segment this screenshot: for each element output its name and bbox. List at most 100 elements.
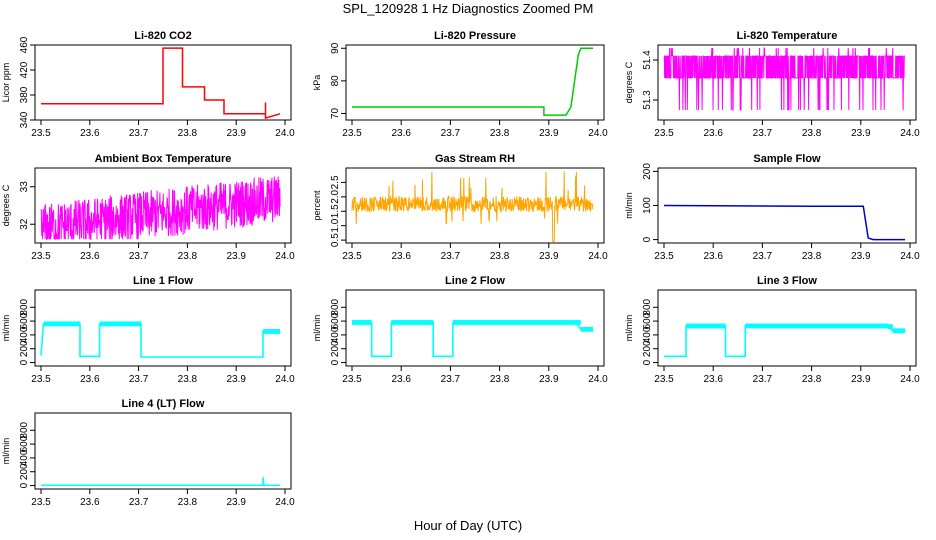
x-tick-label: 23.7 — [753, 251, 773, 262]
panel-6: Sample Flow 23.5 23.6 23.7 23.8 23.9 24.0 0 100 2… — [624, 153, 920, 262]
x-tick-label: 23.9 — [539, 374, 559, 385]
series-band — [43, 321, 81, 327]
x-tick-label: 23.5 — [31, 251, 51, 262]
series-line — [351, 171, 594, 242]
y-tick-label: 800 — [19, 298, 30, 315]
y-tick-label: 70 — [330, 107, 341, 119]
series-band — [745, 323, 888, 329]
x-tick-label: 23.8 — [802, 251, 822, 262]
x-tick-label: 23.6 — [80, 497, 100, 508]
x-tick-label: 23.5 — [31, 374, 51, 385]
x-tick-label: 23.9 — [851, 251, 871, 262]
x-tick-label: 23.8 — [490, 374, 510, 385]
series-band — [99, 321, 142, 327]
figure-title: SPL_120928 1 Hz Diagnostics Zoomed PM — [342, 1, 594, 16]
y-axis-label: degrees C — [624, 61, 634, 103]
y-tick-label: 1.5 — [330, 204, 341, 218]
x-tick-label: 23.9 — [851, 128, 871, 139]
panel-4: Ambient Box Temperature 23.5 23.6 23.7 23.8 2… — [1, 153, 295, 262]
x-tick-label: 23.7 — [441, 374, 461, 385]
y-tick-label: 380 — [19, 86, 30, 103]
x-tick-label: 23.5 — [31, 128, 51, 139]
panel-title: Li-820 Temperature — [737, 30, 838, 42]
y-tick-label: 0 — [642, 359, 653, 365]
x-tick-label: 23.5 — [654, 374, 674, 385]
x-tick-label: 24.0 — [900, 128, 920, 139]
y-tick-label: 0.5 — [330, 233, 341, 247]
series-band — [892, 328, 906, 334]
x-tick-label: 23.5 — [31, 497, 51, 508]
x-tick-label: 23.8 — [802, 374, 822, 385]
y-tick-label: 400 — [19, 326, 30, 343]
y-axis-label: ml/min — [1, 438, 11, 465]
x-tick-label: 23.8 — [802, 128, 822, 139]
series-line — [352, 47, 594, 116]
y-axis-label: ml/min — [312, 315, 322, 342]
y-tick-label: 600 — [19, 435, 30, 452]
x-tick-label: 23.5 — [342, 128, 362, 139]
plot-frame — [657, 44, 917, 121]
series-band — [452, 320, 576, 325]
series-band — [391, 320, 434, 325]
y-axis-label: Licor ppm — [1, 63, 11, 103]
x-tick-label: 23.5 — [654, 251, 674, 262]
plot-frame — [345, 289, 605, 367]
x-tick-label: 23.7 — [129, 497, 149, 508]
y-tick-label: 200 — [19, 340, 30, 357]
y-tick-label: 0 — [19, 482, 30, 488]
y-tick-label: 0 — [330, 359, 341, 365]
figure-x-axis-label: Hour of Day (UTC) — [413, 518, 523, 533]
x-tick-label: 24.0 — [275, 497, 295, 508]
y-tick-label: 0 — [19, 359, 30, 365]
x-tick-label: 24.0 — [900, 251, 920, 262]
plot-frame — [34, 167, 292, 244]
y-tick-label: 800 — [19, 421, 30, 438]
x-tick-label: 23.8 — [490, 251, 510, 262]
x-tick-label: 24.0 — [275, 374, 295, 385]
x-tick-label: 23.7 — [753, 128, 773, 139]
panel-title: Sample Flow — [753, 153, 821, 165]
y-axis-label: kPa — [312, 75, 322, 91]
y-axis-label: ml/min — [1, 315, 11, 342]
x-tick-label: 23.9 — [539, 128, 559, 139]
y-tick-label: 32 — [19, 218, 30, 230]
panel-3: Li-820 Temperature 23.5 23.6 23.7 23.8 23.9 24… — [624, 30, 920, 139]
panel-10: Line 4 (LT) Flow 23.5 23.6 23.7 23.8 23.9 24.0… — [1, 398, 295, 508]
y-tick-label: 51.4 — [642, 50, 653, 70]
y-tick-label: 400 — [642, 326, 653, 343]
x-tick-label: 24.0 — [275, 251, 295, 262]
panel-title: Line 4 (LT) Flow — [122, 398, 205, 410]
series-line — [664, 325, 906, 358]
y-tick-label: 420 — [19, 61, 30, 78]
y-tick-label: 0 — [642, 236, 653, 242]
x-tick-label: 23.8 — [178, 374, 198, 385]
panel-1: Li-820 CO2 23.5 23.6 23.7 23.8 23.9 24.0 340 380… — [1, 30, 295, 139]
x-tick-label: 23.6 — [80, 128, 100, 139]
y-tick-label: 2.5 — [330, 175, 341, 189]
y-tick-label: 33 — [19, 181, 30, 193]
x-tick-label: 23.6 — [80, 251, 100, 262]
panel-2: Li-820 Pressure 23.5 23.6 23.7 23.8 23.9 24.0 7… — [312, 30, 608, 139]
x-tick-label: 23.6 — [391, 251, 411, 262]
series-line — [352, 321, 594, 358]
series-line — [663, 47, 905, 111]
y-tick-label: 100 — [642, 197, 653, 214]
x-tick-label: 23.5 — [342, 251, 362, 262]
y-tick-label: 600 — [642, 312, 653, 329]
y-tick-label: 200 — [330, 340, 341, 357]
x-tick-label: 23.9 — [226, 374, 246, 385]
x-tick-label: 23.8 — [490, 128, 510, 139]
plot-frame — [345, 44, 605, 121]
y-tick-label: 51.3 — [642, 90, 653, 110]
x-tick-label: 23.6 — [391, 128, 411, 139]
x-tick-label: 23.6 — [80, 374, 100, 385]
x-tick-label: 24.0 — [588, 128, 608, 139]
plot-frame — [34, 412, 292, 490]
x-tick-label: 23.6 — [703, 251, 723, 262]
series-line — [40, 176, 281, 240]
x-tick-label: 23.8 — [178, 251, 198, 262]
y-tick-label: 80 — [330, 75, 341, 87]
x-tick-label: 23.8 — [178, 128, 198, 139]
